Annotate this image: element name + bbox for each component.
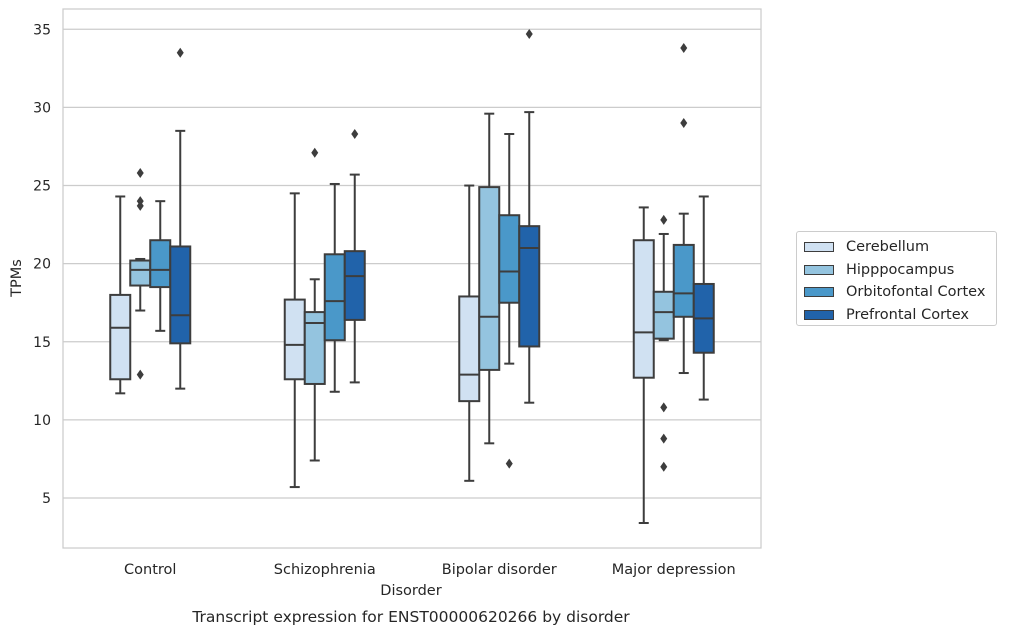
legend-item-prefrontal: Prefrontal Cortex (804, 304, 996, 327)
outlier-point (311, 147, 319, 158)
y-axis-label: TPMs (9, 259, 25, 298)
boxplots (109, 28, 715, 525)
box-iqr (283, 298, 306, 381)
outlier-point (660, 402, 668, 413)
box-3-1 (652, 214, 675, 472)
y-tick-label: 30 (33, 100, 51, 116)
x-tick-label: Major depression (612, 562, 736, 578)
chart-title: Transcript expression for ENST0000062026… (191, 608, 630, 626)
legend-item-hippocampus: Hipppocampus (804, 259, 996, 282)
box-1-1 (303, 147, 326, 462)
box-iqr (109, 293, 132, 381)
legend-label: Orbitofontal Cortex (846, 284, 986, 301)
outlier-point (136, 369, 144, 380)
x-tick-label: Schizophrenia (274, 562, 376, 578)
outlier-point (136, 196, 144, 207)
legend: Cerebellum Hipppocampus Orbitofontal Cor… (796, 231, 997, 326)
box-iqr (169, 245, 192, 345)
outlier-point (136, 168, 144, 179)
box-3-0 (632, 206, 655, 525)
box-iqr (149, 239, 172, 289)
box-0-3 (169, 47, 192, 390)
outlier-point (680, 118, 688, 129)
box-iqr (458, 295, 481, 403)
legend-label: Prefrontal Cortex (846, 307, 969, 324)
legend-item-cerebellum: Cerebellum (804, 236, 996, 259)
outlier-point (525, 28, 533, 39)
y-tick-label: 10 (33, 413, 51, 429)
outlier-point (660, 214, 668, 225)
box-iqr (478, 186, 501, 371)
outlier-point (505, 458, 513, 469)
box-iqr (632, 239, 655, 379)
legend-swatch-cerebellum (804, 242, 834, 253)
y-tick-label: 15 (33, 335, 51, 351)
legend-label: Hipppocampus (846, 261, 955, 278)
outlier-point (351, 128, 359, 139)
box-2-0 (458, 184, 481, 482)
outlier-point (660, 461, 668, 472)
legend-swatch-hippocampus (804, 264, 834, 275)
plot-frame (62, 8, 762, 549)
box-iqr (129, 259, 152, 287)
box-iqr (652, 290, 675, 340)
outlier-point (680, 43, 688, 54)
x-axis-label: Disorder (380, 583, 441, 599)
y-tick-label: 5 (42, 491, 51, 507)
box-3-3 (692, 195, 715, 401)
legend-label: Cerebellum (846, 239, 930, 256)
box-2-3 (518, 28, 541, 404)
y-tick-label: 20 (33, 257, 51, 273)
legend-item-orbitofrontal: Orbitofontal Cortex (804, 281, 996, 304)
outlier-point (660, 433, 668, 444)
box-1-2 (323, 182, 346, 393)
box-iqr (518, 225, 541, 348)
box-2-2 (498, 132, 521, 469)
box-1-0 (283, 192, 306, 489)
outlier-point (176, 47, 184, 58)
x-tick-label: Control (124, 562, 176, 578)
box-iqr (323, 253, 346, 342)
box-iqr (303, 311, 326, 385)
box-3-2 (672, 43, 695, 375)
legend-swatch-orbitofrontal (804, 287, 834, 298)
box-iqr (498, 214, 521, 304)
box-iqr (343, 250, 366, 321)
x-tick-label: Bipolar disorder (442, 562, 557, 578)
box-1-3 (343, 128, 366, 384)
y-tick-label: 25 (33, 179, 51, 195)
box-2-1 (478, 112, 501, 445)
y-tick-label: 35 (33, 22, 51, 38)
axis-ticks: 5 10 15 20 25 30 35 Control Schizophrenia Bipolar… (33, 22, 736, 578)
box-0-2 (149, 200, 172, 332)
box-iqr (672, 243, 695, 318)
box-0-0 (109, 195, 132, 395)
box-0-1 (129, 168, 152, 380)
legend-swatch-prefrontal (804, 310, 834, 321)
